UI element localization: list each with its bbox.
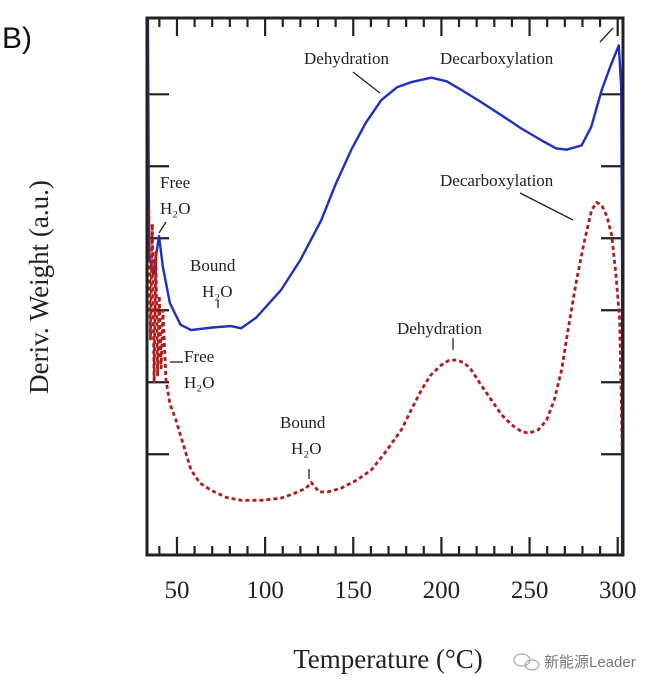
annotation-blue-dehydration: Dehydration: [304, 49, 389, 68]
annotations: Free H₂O Bound H₂O Dehydration Decarboxy…: [158, 27, 614, 479]
x-tick-label: 300: [599, 577, 637, 604]
plot-frame: [145, 16, 625, 557]
watermark: 新能源Leader: [513, 653, 636, 671]
annotation-red-bound: Bound: [280, 413, 326, 432]
annotation-blue-bound-h2o: H₂O: [202, 282, 232, 301]
annotation-blue-free-h2o: H₂O: [160, 199, 190, 218]
y-axis-label: Deriv. Weight (a.u.): [24, 180, 54, 394]
annotation-red-dehydration: Dehydration: [397, 319, 482, 338]
annotation-red-free: Free: [184, 347, 214, 366]
x-tick-label: 50: [164, 577, 189, 604]
x-tick-label: 250: [511, 577, 549, 604]
annotation-red-bound-h2o: H₂O: [291, 439, 321, 458]
series-line-blue-solid: [146, 17, 624, 555]
x-tick-label: 100: [246, 577, 284, 604]
panel-label: B): [2, 22, 32, 55]
series-line-red-dashed: [147, 200, 625, 502]
x-tick-label: 150: [335, 577, 373, 604]
wechat-icon: [513, 653, 540, 671]
annotation-blue-decarboxylation: Decarboxylation: [440, 49, 554, 68]
x-tick-labels: 50 100 150 200 250 300: [164, 577, 636, 604]
x-axis-label: Temperature (°C): [293, 644, 483, 674]
annotation-red-decarboxylation: Decarboxylation: [440, 171, 554, 190]
watermark-text: 新能源Leader: [544, 654, 636, 671]
series-lines: [146, 17, 625, 555]
annotation-blue-free: Free: [160, 173, 190, 192]
annotation-red-free-h2o: H₂O: [184, 373, 214, 392]
annotation-blue-bound: Bound: [190, 256, 236, 275]
x-tick-label: 200: [423, 577, 461, 604]
